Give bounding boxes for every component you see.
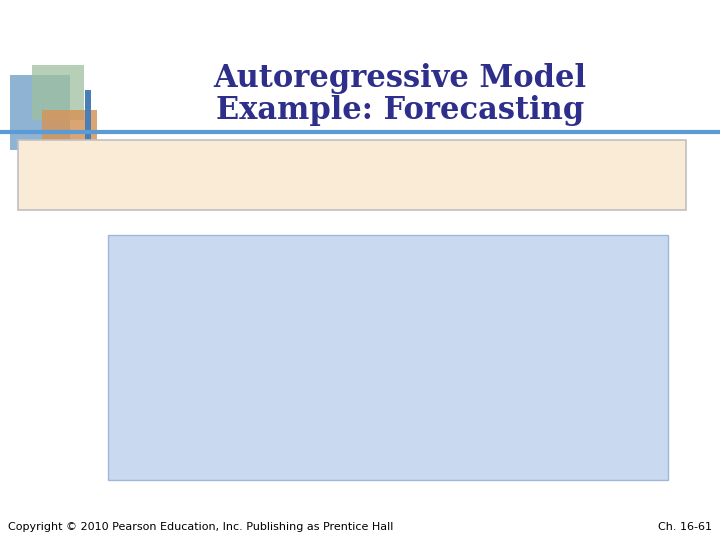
FancyBboxPatch shape — [85, 90, 91, 170]
Text: Copyright © 2010 Pearson Education, Inc. Publishing as Prentice Hall: Copyright © 2010 Pearson Education, Inc.… — [8, 522, 393, 532]
Text: number of units for 2010:: number of units for 2010: — [28, 182, 315, 202]
Text: $\hat{x}_{2010} = 3.5 + 0.8125(x_{2009}) - 0.9375(x_{2008})$: $\hat{x}_{2010} = 3.5 + 0.8125(x_{2009})… — [128, 306, 507, 330]
Text: Example: Forecasting: Example: Forecasting — [216, 94, 584, 125]
Text: Ch. 16-61: Ch. 16-61 — [658, 522, 712, 532]
FancyBboxPatch shape — [108, 235, 668, 480]
FancyBboxPatch shape — [42, 110, 97, 170]
Text: $= 3.5 + 0.8125(6) - 0.9375(4)$: $= 3.5 + 0.8125(6) - 0.9375(4)$ — [195, 358, 467, 378]
FancyBboxPatch shape — [32, 65, 84, 120]
FancyBboxPatch shape — [18, 140, 686, 210]
Text: Autoregressive Model: Autoregressive Model — [214, 63, 587, 93]
Text: $= 4.625$: $= 4.625$ — [195, 409, 269, 427]
Text: $\hat{x}_t = 3.5 + 0.8125x_{t-1} - 0.9375x_{t-2}$: $\hat{x}_t = 3.5 + 0.8125x_{t-1} - 0.937… — [135, 256, 451, 280]
FancyBboxPatch shape — [10, 75, 70, 150]
Text: Use the second-order equation to forecast: Use the second-order equation to forecas… — [28, 155, 500, 175]
